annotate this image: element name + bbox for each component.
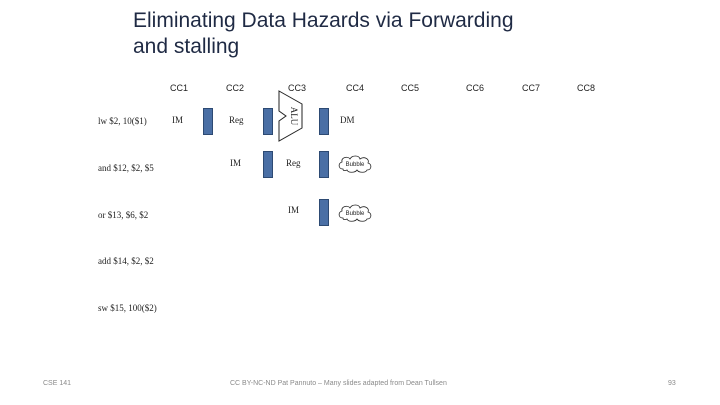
footer-course: CSE 141 <box>43 380 72 387</box>
stage-dm: DM <box>340 115 355 125</box>
bubble-label: Bubble <box>346 211 365 217</box>
cc-header-2: CC2 <box>226 83 245 93</box>
stage-im: IM <box>172 115 183 125</box>
cc-header-3: CC3 <box>288 83 307 93</box>
pipeline-latch <box>319 199 329 226</box>
bubble-label: Bubble <box>346 162 365 168</box>
pipeline-latch <box>263 108 273 135</box>
instruction-add: add $14, $2, $2 <box>98 256 154 266</box>
alu-symbol: ALU <box>278 90 303 142</box>
bubble-cloud: Bubble <box>338 204 372 222</box>
stage-im: IM <box>288 205 299 215</box>
slide-number: 93 <box>668 380 676 387</box>
pipeline-latch <box>319 151 329 178</box>
cc-header-5: CC5 <box>401 83 420 93</box>
cc-header-4: CC4 <box>346 83 365 93</box>
stage-reg: Reg <box>286 158 301 168</box>
slide-title: Eliminating Data Hazards via Forwarding … <box>133 8 653 60</box>
title-line-2: and stalling <box>133 35 240 58</box>
cc-header-7: CC7 <box>522 83 541 93</box>
cc-header-8: CC8 <box>577 83 596 93</box>
bubble-cloud: Bubble <box>338 155 372 173</box>
instruction-sw: sw $15, 100($2) <box>98 303 157 313</box>
pipeline-latch <box>203 108 213 135</box>
cc-header-1: CC1 <box>170 83 189 93</box>
instruction-or: or $13, $6, $2 <box>98 210 149 220</box>
pipeline-latch <box>263 151 273 178</box>
stage-reg: Reg <box>229 115 244 125</box>
alu-label: ALU <box>289 107 299 126</box>
instruction-and: and $12, $2, $5 <box>98 163 154 173</box>
stage-im: IM <box>230 158 241 168</box>
pipeline-latch <box>319 108 329 135</box>
footer-credit: CC BY-NC-ND Pat Pannuto – Many slides ad… <box>230 380 447 387</box>
cc-header-6: CC6 <box>466 83 485 93</box>
instruction-lw: lw $2, 10($1) <box>98 116 147 126</box>
title-line-1: Eliminating Data Hazards via Forwarding <box>133 9 514 32</box>
